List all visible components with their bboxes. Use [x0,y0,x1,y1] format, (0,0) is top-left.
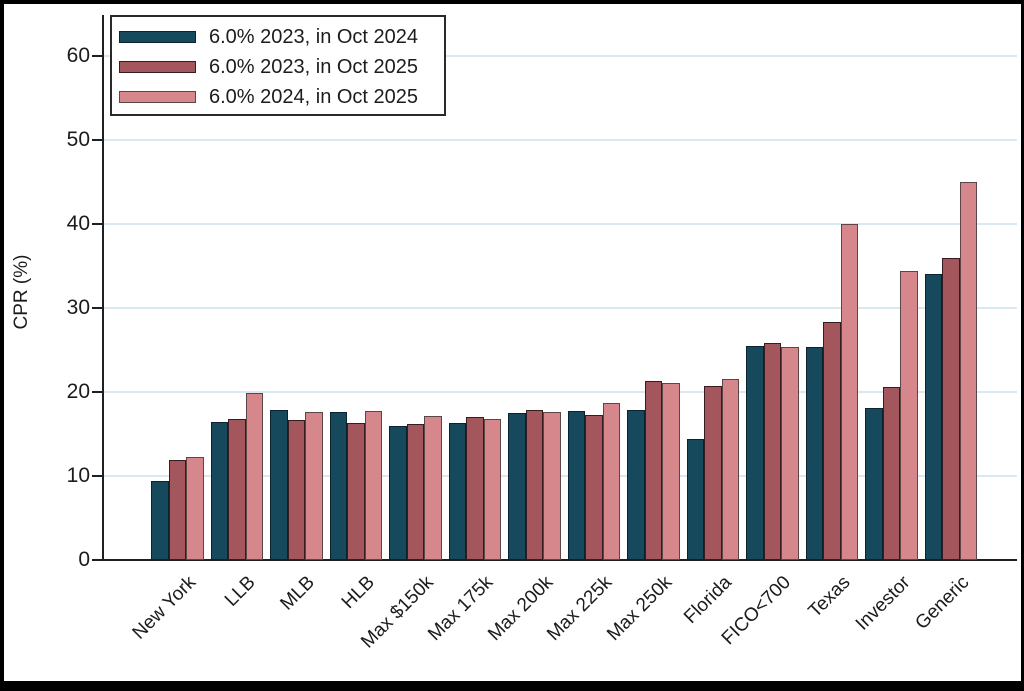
x-axis-label-hlb: HLB [337,572,379,613]
bar-hlb-s2 [347,423,365,560]
gridline-30 [104,307,1017,309]
legend-swatch-icon [119,91,196,103]
y-tick-60 [92,55,103,57]
y-tick-label-40: 40 [66,212,90,235]
x-axis-label-texas: Texas [804,572,855,622]
y-tick-label-30: 30 [66,296,90,319]
frame-border-top [0,0,1024,4]
bar-max-250k-s3 [662,382,680,560]
y-tick-label-0: 0 [78,548,90,571]
x-axis-label-max-175k: Max 175k [424,572,498,646]
bar-generic-s2 [942,257,960,560]
bar-max-200k-s3 [543,412,561,560]
legend-swatch-icon [119,61,196,73]
gridline-40 [104,223,1017,225]
bar-hlb-s3 [364,411,382,560]
y-tick-label-20: 20 [66,380,90,403]
legend-row-3: 6.0% 2024, in Oct 2025 [119,82,444,112]
bar-investor-s1 [865,407,883,560]
bar-florida-s3 [721,379,739,560]
y-tick-10 [92,475,103,477]
bar-max-150k-s2 [406,423,424,560]
gridline-10 [104,475,1017,477]
bar-texas-s1 [805,347,823,560]
gridline-50 [104,139,1017,141]
y-tick-0 [92,559,103,561]
x-axis-label-new-york: New York [128,572,201,644]
bar-max-225k-s2 [585,414,603,560]
legend-label: 6.0% 2023, in Oct 2024 [209,25,419,48]
bar-max-250k-s2 [644,381,662,560]
bar-llb-s3 [245,392,263,560]
bar-florida-s1 [686,439,704,560]
bar-florida-s2 [704,386,722,560]
bar-max-200k-s2 [525,409,543,560]
y-tick-label-60: 60 [66,44,90,67]
bar-new-york-s2 [168,460,186,560]
frame-border-bottom [0,681,1024,691]
bar-mlb-s1 [270,410,288,560]
y-tick-30 [92,307,103,309]
bar-fico-700-s1 [746,345,764,560]
bar-mlb-s3 [305,412,323,560]
bar-generic-s1 [924,274,942,560]
y-axis-line [101,15,104,561]
x-axis-label-generic: Generic [911,572,974,634]
bar-max-150k-s1 [389,425,407,560]
bar-hlb-s1 [329,412,347,560]
bar-max-225k-s3 [602,402,620,560]
x-axis-line [101,559,1017,561]
legend-row-1: 6.0% 2023, in Oct 2024 [119,22,444,52]
gridline-60 [104,55,1017,57]
bar-texas-s3 [840,224,858,560]
legend-swatch-icon [119,31,196,43]
legend-label: 6.0% 2024, in Oct 2025 [209,85,419,108]
bar-investor-s2 [882,386,900,560]
bar-max-225k-s1 [567,411,585,560]
x-axis-label-llb: LLB [220,572,260,611]
y-tick-label-10: 10 [66,464,90,487]
y-tick-50 [92,139,103,141]
frame-border-right [1021,0,1024,691]
bar-max-175k-s1 [448,423,466,560]
x-axis-label-investor: Investor [851,572,915,635]
bar-texas-s2 [823,322,841,560]
bar-investor-s3 [900,271,918,560]
bar-new-york-s1 [151,481,169,560]
bar-mlb-s2 [287,419,305,560]
bar-llb-s1 [210,422,228,560]
frame-border-left [0,0,4,691]
bar-max-175k-s2 [466,417,484,560]
bar-max-175k-s3 [483,418,501,560]
bar-fico-700-s3 [781,347,799,560]
gridline-20 [104,391,1017,393]
bar-llb-s2 [228,418,246,560]
legend: 6.0% 2023, in Oct 2024 6.0% 2023, in Oct … [110,15,446,116]
y-axis-title: CPR (%) [11,254,32,330]
y-tick-20 [92,391,103,393]
x-axis-label-max-250k: Max 250k [603,572,677,646]
y-tick-40 [92,223,103,225]
bar-max-200k-s1 [508,413,526,560]
bar-new-york-s3 [186,456,204,560]
legend-label: 6.0% 2023, in Oct 2025 [209,55,419,78]
bar-generic-s3 [959,182,977,560]
x-axis-label-mlb: MLB [276,572,320,615]
legend-row-2: 6.0% 2023, in Oct 2025 [119,52,444,82]
x-axis-label-florida: Florida [679,572,736,628]
bar-max-250k-s1 [627,409,645,560]
bar-max-150k-s3 [424,415,442,560]
x-axis-label-max-225k: Max 225k [543,572,617,646]
y-tick-label-50: 50 [66,128,90,151]
bar-fico-700-s2 [763,343,781,560]
